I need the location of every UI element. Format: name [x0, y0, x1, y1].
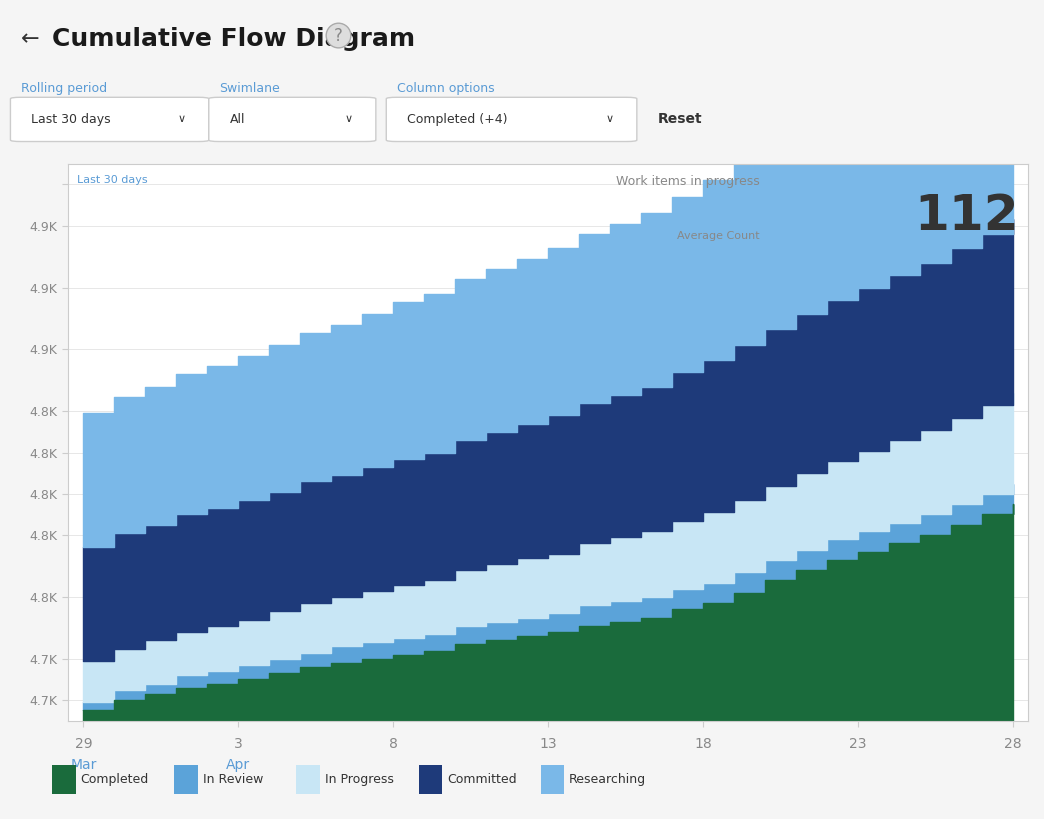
FancyBboxPatch shape	[10, 97, 209, 142]
Text: Average Count: Average Count	[677, 231, 759, 241]
Text: ∨: ∨	[177, 115, 186, 124]
Bar	[174, 765, 198, 794]
Text: 13: 13	[540, 737, 556, 751]
Text: 112: 112	[915, 192, 1019, 240]
Text: Last 30 days: Last 30 days	[31, 113, 111, 126]
Text: All: All	[230, 113, 245, 126]
FancyBboxPatch shape	[209, 97, 376, 142]
Text: Rolling period: Rolling period	[21, 82, 106, 95]
Text: 28: 28	[1004, 737, 1022, 751]
Text: 29: 29	[74, 737, 92, 751]
Bar	[541, 765, 564, 794]
Text: Committed: Committed	[447, 773, 517, 785]
Text: 3: 3	[234, 737, 242, 751]
Bar	[296, 765, 321, 794]
Text: Column options: Column options	[397, 82, 495, 95]
Text: ∨: ∨	[345, 115, 353, 124]
Text: Researching: Researching	[569, 773, 646, 785]
Text: Mar: Mar	[70, 758, 96, 771]
Text: 23: 23	[849, 737, 867, 751]
Text: Work items in progress: Work items in progress	[616, 175, 759, 188]
Text: Cumulative Flow Diagram: Cumulative Flow Diagram	[52, 26, 416, 51]
FancyBboxPatch shape	[386, 97, 637, 142]
Text: Swimlane: Swimlane	[219, 82, 280, 95]
Text: Reset: Reset	[658, 112, 703, 126]
Text: Last 30 days: Last 30 days	[77, 175, 148, 185]
Text: Completed: Completed	[80, 773, 148, 785]
Text: Completed (+4): Completed (+4)	[407, 113, 507, 126]
Text: In Progress: In Progress	[325, 773, 394, 785]
Text: Apr: Apr	[227, 758, 251, 771]
Bar	[52, 765, 75, 794]
Text: ←: ←	[21, 29, 40, 49]
Bar	[419, 765, 443, 794]
Text: In Review: In Review	[203, 773, 263, 785]
Text: ?: ?	[334, 26, 343, 44]
Text: ∨: ∨	[606, 115, 614, 124]
Text: 18: 18	[694, 737, 712, 751]
Text: 8: 8	[388, 737, 398, 751]
